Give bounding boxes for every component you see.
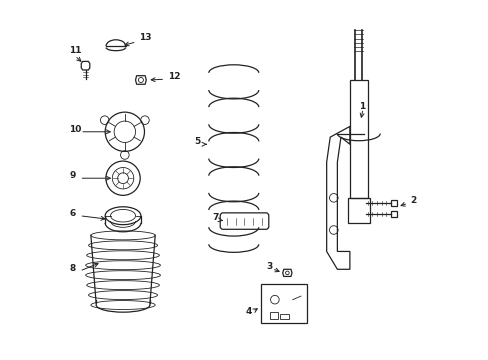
Text: 4: 4 <box>245 307 251 316</box>
Bar <box>349 80 367 198</box>
Text: 11: 11 <box>69 46 82 55</box>
Text: 5: 5 <box>194 137 201 146</box>
Text: 12: 12 <box>167 72 180 81</box>
Text: 2: 2 <box>410 196 416 205</box>
Text: 9: 9 <box>69 171 76 180</box>
Text: 10: 10 <box>69 125 81 134</box>
Text: 8: 8 <box>69 264 76 273</box>
Text: 6: 6 <box>69 209 76 218</box>
Text: 7: 7 <box>212 213 218 222</box>
Text: 13: 13 <box>139 33 151 42</box>
Bar <box>280 314 288 319</box>
Bar <box>260 284 306 323</box>
Bar <box>347 198 369 223</box>
Bar <box>269 312 278 319</box>
Text: 1: 1 <box>358 102 365 111</box>
Text: 3: 3 <box>265 262 272 271</box>
